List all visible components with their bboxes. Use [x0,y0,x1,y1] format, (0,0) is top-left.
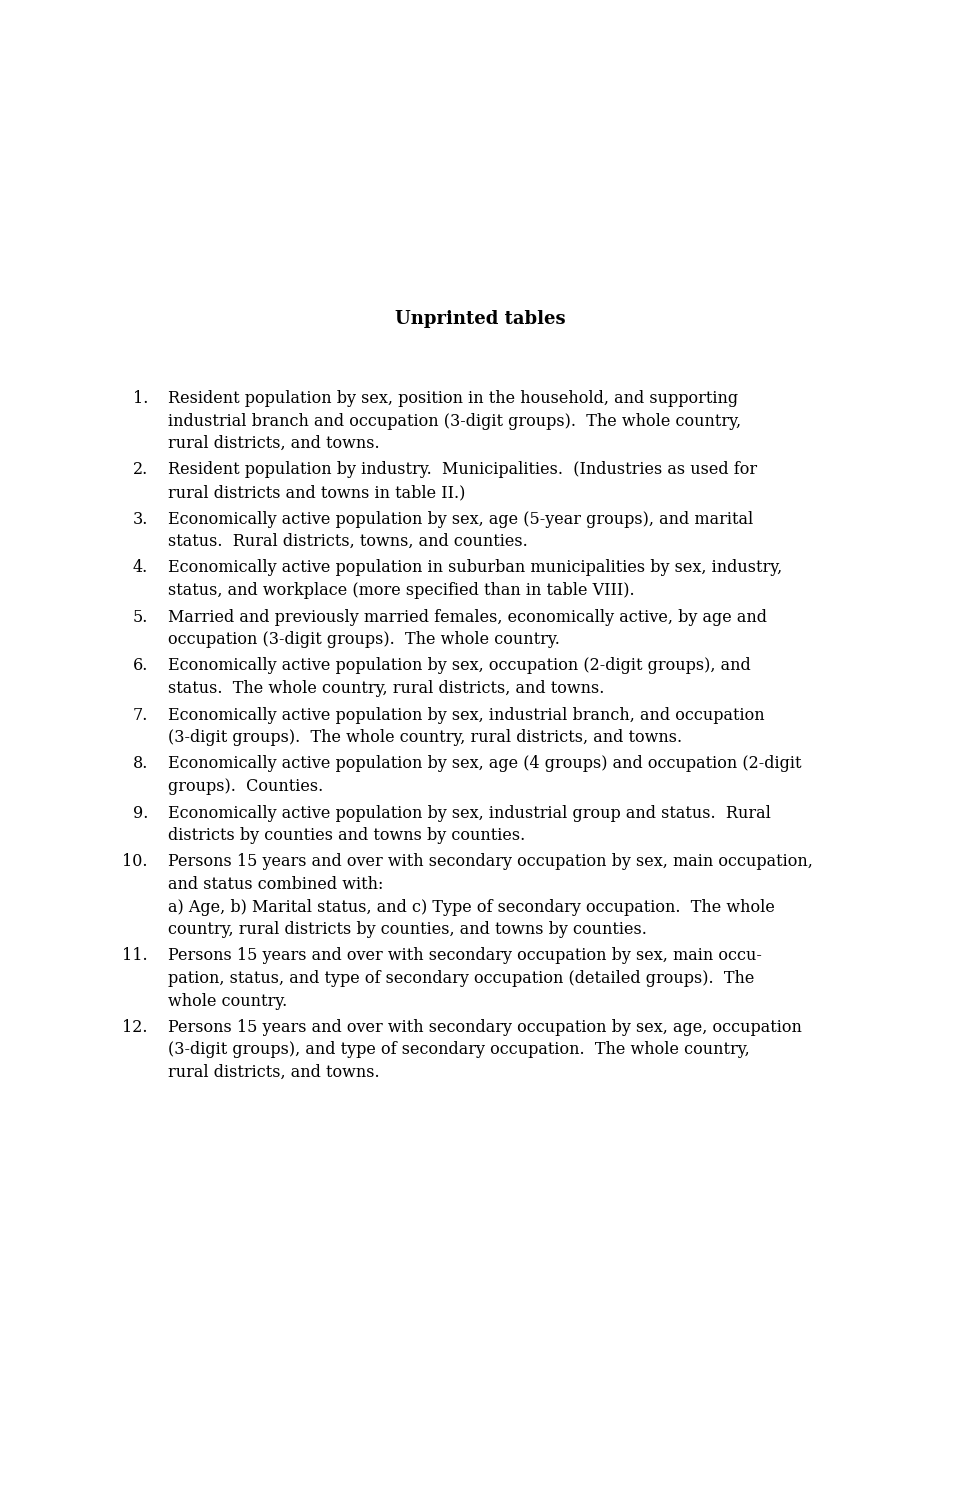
Text: pation, status, and type of secondary occupation (detailed groups).  The: pation, status, and type of secondary oc… [168,971,755,987]
Text: Economically active population in suburban municipalities by sex, industry,: Economically active population in suburb… [168,559,782,577]
Text: 4.: 4. [132,559,148,577]
Text: rural districts, and towns.: rural districts, and towns. [168,1064,379,1082]
Text: 6.: 6. [132,658,148,674]
Text: and status combined with:: and status combined with: [168,876,383,893]
Text: (3-digit groups).  The whole country, rural districts, and towns.: (3-digit groups). The whole country, rur… [168,730,683,746]
Text: 3.: 3. [132,511,148,527]
Text: Resident population by industry.  Municipalities.  (Industries as used for: Resident population by industry. Municip… [168,461,757,478]
Text: Resident population by sex, position in the household, and supporting: Resident population by sex, position in … [168,389,738,407]
Text: occupation (3-digit groups).  The whole country.: occupation (3-digit groups). The whole c… [168,631,560,649]
Text: status.  Rural districts, towns, and counties.: status. Rural districts, towns, and coun… [168,533,528,550]
Text: Economically active population by sex, industrial branch, and occupation: Economically active population by sex, i… [168,707,764,724]
Text: groups).  Counties.: groups). Counties. [168,777,324,795]
Text: districts by counties and towns by counties.: districts by counties and towns by count… [168,827,525,843]
Text: (3-digit groups), and type of secondary occupation.  The whole country,: (3-digit groups), and type of secondary … [168,1041,750,1059]
Text: Persons 15 years and over with secondary occupation by sex, main occupation,: Persons 15 years and over with secondary… [168,854,813,870]
Text: rural districts and towns in table II.): rural districts and towns in table II.) [168,484,466,500]
Text: 2.: 2. [132,461,148,478]
Text: 9.: 9. [132,804,148,821]
Text: Economically active population by sex, age (5-year groups), and marital: Economically active population by sex, a… [168,511,754,527]
Text: industrial branch and occupation (3-digit groups).  The whole country,: industrial branch and occupation (3-digi… [168,412,741,430]
Text: 8.: 8. [132,755,148,773]
Text: a) Age, b) Marital status, and c) Type of secondary occupation.  The whole: a) Age, b) Marital status, and c) Type o… [168,899,775,915]
Text: Married and previously married females, economically active, by age and: Married and previously married females, … [168,608,767,626]
Text: 10.: 10. [123,854,148,870]
Text: 12.: 12. [123,1019,148,1037]
Text: Persons 15 years and over with secondary occupation by sex, age, occupation: Persons 15 years and over with secondary… [168,1019,802,1037]
Text: Economically active population by sex, age (4 groups) and occupation (2-digit: Economically active population by sex, a… [168,755,802,773]
Text: 11.: 11. [122,948,148,965]
Text: 1.: 1. [132,389,148,407]
Text: status.  The whole country, rural districts, and towns.: status. The whole country, rural distric… [168,680,605,697]
Text: Unprinted tables: Unprinted tables [395,310,565,328]
Text: status, and workplace (more specified than in table VIII).: status, and workplace (more specified th… [168,583,635,599]
Text: Economically active population by sex, industrial group and status.  Rural: Economically active population by sex, i… [168,804,771,821]
Text: Persons 15 years and over with secondary occupation by sex, main occu-: Persons 15 years and over with secondary… [168,948,762,965]
Text: 5.: 5. [132,608,148,626]
Text: rural districts, and towns.: rural districts, and towns. [168,434,379,452]
Text: country, rural districts by counties, and towns by counties.: country, rural districts by counties, an… [168,921,647,938]
Text: 7.: 7. [132,707,148,724]
Text: Economically active population by sex, occupation (2-digit groups), and: Economically active population by sex, o… [168,658,751,674]
Text: whole country.: whole country. [168,993,287,1010]
